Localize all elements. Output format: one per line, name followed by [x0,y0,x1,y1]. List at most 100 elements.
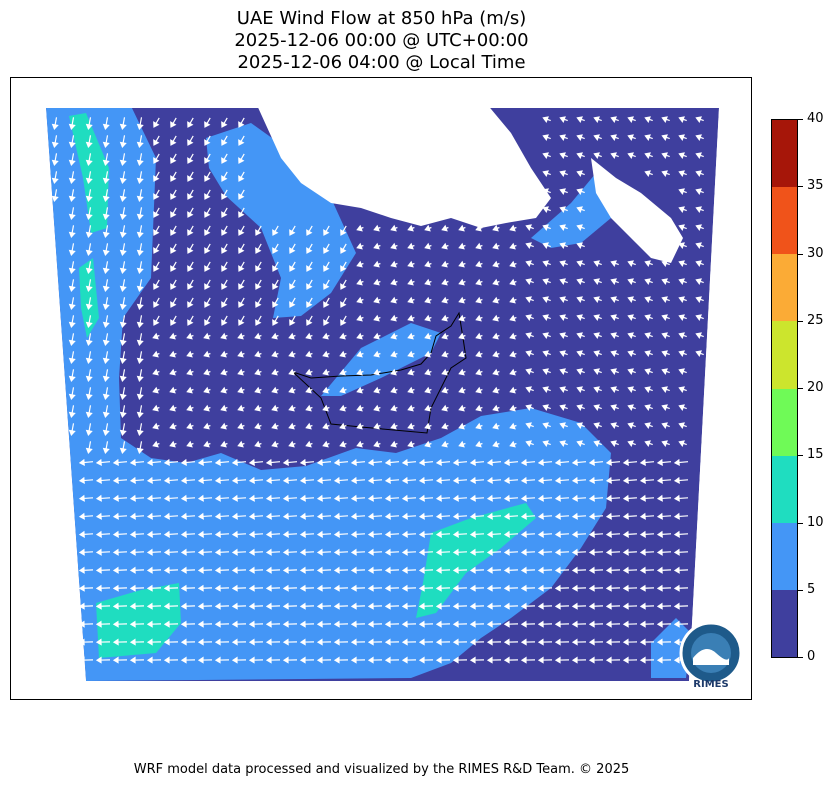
wind-arrow [187,189,194,200]
wind-arrow [576,350,585,357]
wind-arrow [367,656,383,664]
wind-arrow [542,296,551,303]
wind-arrow [384,548,400,556]
wind-arrow [170,261,177,272]
wind-arrow [180,584,196,592]
wind-arrow [153,153,160,164]
wind-arrow [237,368,245,376]
wind-arrow [163,512,179,520]
wind-arrow [542,170,551,177]
wind-arrow [356,242,364,250]
wind-arrow [356,422,364,430]
colorbar-tick-label: 5 [807,581,816,597]
wind-arrow [282,530,298,538]
wind-arrow [525,422,534,429]
wind-arrow [85,135,93,149]
wind-arrow [119,387,127,401]
wind-arrow [458,350,466,358]
wind-arrow [271,350,279,358]
colorbar [771,119,798,658]
wind-arrow [458,296,466,304]
wind-arrow [373,350,381,358]
wind-arrow [407,368,415,376]
wind-arrow [356,404,364,412]
wind-arrow [68,189,76,203]
wind-arrow [644,116,653,123]
wind-arrow [299,530,315,538]
wind-arrow [610,440,619,447]
wind-arrow [678,368,687,375]
wind-arrow [356,386,364,394]
wind-arrow [576,242,585,249]
colorbar-segment [772,522,797,590]
wind-arrow [323,243,330,254]
wind-arrow [673,548,689,556]
wind-arrow [231,476,247,485]
wind-arrow [401,494,417,502]
wind-arrow [129,566,145,574]
wind-arrow [333,638,349,646]
wind-arrow [186,404,194,412]
wind-arrow [78,584,94,592]
wind-arrow [339,386,347,394]
wind-zone-10-15-south [96,583,181,658]
wind-arrow [333,530,349,538]
wind-arrow [339,404,347,412]
wind-arrow [204,243,211,254]
wind-arrow [656,638,672,646]
wind-arrow [288,422,296,430]
wind-arrow [85,243,93,257]
colorbar-tick [798,388,803,389]
wind-arrow [678,152,687,159]
wind-arrow [214,566,230,574]
wind-arrow [214,620,230,628]
wind-arrow [333,548,349,556]
wind-arrow [384,494,400,502]
wind-arrow [323,225,330,236]
wind-arrow [622,566,638,574]
wind-arrow [322,332,330,340]
wind-arrow [146,638,162,646]
wind-arrow [102,369,110,383]
wind-arrow [265,566,281,574]
wind-arrow [401,476,417,485]
wind-arrow [214,530,230,538]
wind-arrow [525,368,534,375]
wind-arrow [390,296,398,304]
wind-arrow [204,189,211,200]
wind-arrow [418,494,434,502]
wind-arrow [458,224,466,232]
wind-arrow [350,566,366,574]
wind-arrow [339,422,347,430]
wind-arrow [367,602,383,610]
wind-arrow [231,656,247,664]
wind-arrow [187,315,194,326]
wind-arrow [265,620,281,628]
wind-arrow [204,135,211,146]
wind-arrow [129,548,145,556]
wind-arrow [588,620,604,628]
colorbar-tick-label: 40 [807,111,824,126]
wind-arrow [204,297,211,308]
wind-arrow [272,279,279,290]
wind-arrow [678,314,687,321]
wind-arrow [197,566,213,574]
wind-arrow [119,153,127,167]
wind-arrow [203,332,211,340]
wind-arrow [695,332,704,339]
wind-arrow [542,152,551,159]
wind-arrow [289,279,296,290]
wind-arrow [525,278,534,285]
wind-arrow [112,494,128,502]
wind-arrow [136,153,144,167]
wind-arrow [622,620,638,628]
wind-arrow [322,422,330,430]
wind-arrow [520,602,536,610]
map-title-line-1: UAE Wind Flow at 850 hPa (m/s) [236,8,527,29]
wind-arrow [503,656,519,664]
map-title-line-3: 2025-12-06 04:00 @ Local Time [237,52,526,73]
wind-arrow [350,638,366,646]
wind-arrow [475,314,483,322]
wind-arrow [554,548,570,556]
wind-arrow [452,566,468,574]
